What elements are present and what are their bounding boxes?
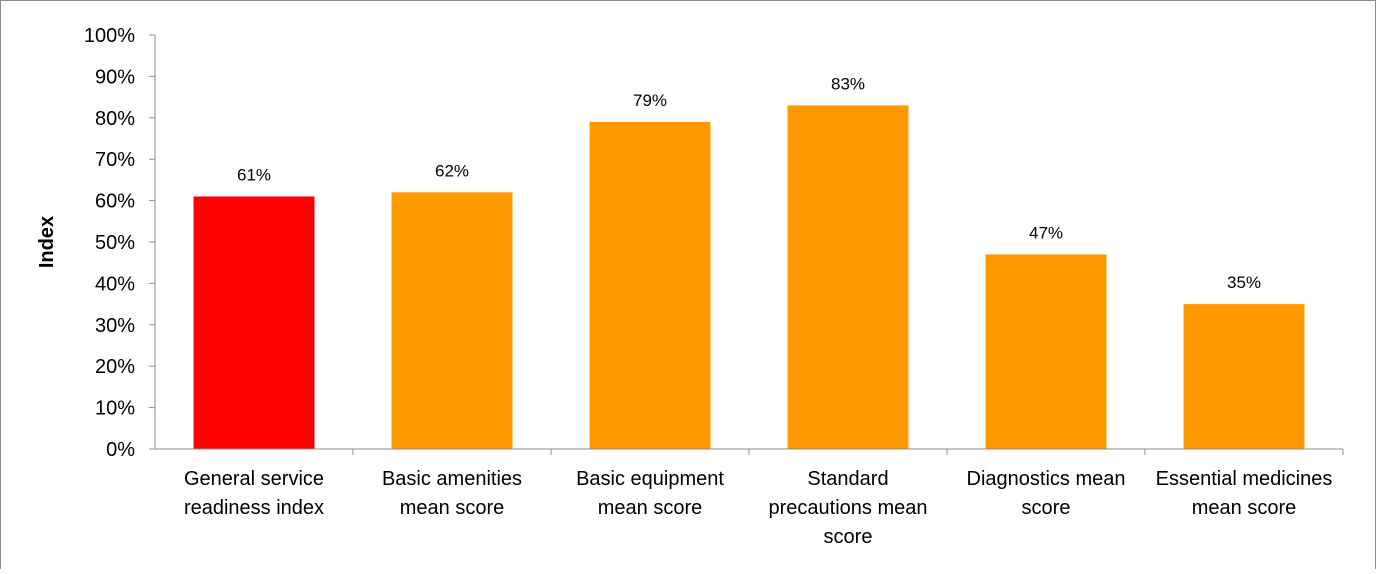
x-category-label: mean score xyxy=(598,497,703,519)
x-category-label: score xyxy=(1022,497,1071,519)
x-category-label: General service xyxy=(184,468,324,490)
bars xyxy=(193,105,1344,455)
bar xyxy=(193,196,315,449)
x-category-label: readiness index xyxy=(184,497,324,519)
x-category-label: mean score xyxy=(400,497,505,519)
y-axis-ticks: 0% 10% 20% 30% 40% 50% 60% 70% 80% 90% 100% xyxy=(84,25,155,461)
bar xyxy=(391,192,513,449)
bar-value-label: 83% xyxy=(831,74,865,93)
y-tick-label: 40% xyxy=(95,273,135,295)
y-tick-label: 70% xyxy=(95,149,135,171)
x-axis-labels: General service readiness index Basic amen… xyxy=(184,468,1332,548)
y-tick-label: 10% xyxy=(95,398,135,420)
bar-value-label: 47% xyxy=(1029,223,1063,242)
x-category-label: score xyxy=(824,526,873,548)
x-category-label: Diagnostics mean xyxy=(967,468,1126,490)
y-axis-title: Index xyxy=(36,216,58,268)
y-tick-label: 0% xyxy=(106,439,135,461)
data-labels: 61% 62% 79% 83% 47% 35% xyxy=(237,74,1261,292)
bar xyxy=(787,105,909,449)
bar xyxy=(985,254,1107,449)
bar xyxy=(1183,304,1305,449)
x-category-label: Essential medicines xyxy=(1156,468,1333,490)
y-tick-label: 60% xyxy=(95,191,135,213)
y-tick-label: 100% xyxy=(84,25,135,47)
bar-value-label: 35% xyxy=(1227,273,1261,292)
y-tick-label: 30% xyxy=(95,315,135,337)
bar-value-label: 79% xyxy=(633,91,667,110)
bar-value-label: 62% xyxy=(435,161,469,180)
bar xyxy=(589,121,711,449)
x-category-label: Standard xyxy=(807,468,888,490)
x-category-label: Basic equipment xyxy=(576,468,724,490)
y-tick-label: 90% xyxy=(95,66,135,88)
bar-value-label: 61% xyxy=(237,165,271,184)
x-category-label: precautions mean xyxy=(769,497,928,519)
y-tick-label: 80% xyxy=(95,108,135,130)
x-category-label: mean score xyxy=(1192,497,1297,519)
x-category-label: Basic amenities xyxy=(382,468,522,490)
y-tick-label: 50% xyxy=(95,232,135,254)
y-tick-label: 20% xyxy=(95,356,135,378)
